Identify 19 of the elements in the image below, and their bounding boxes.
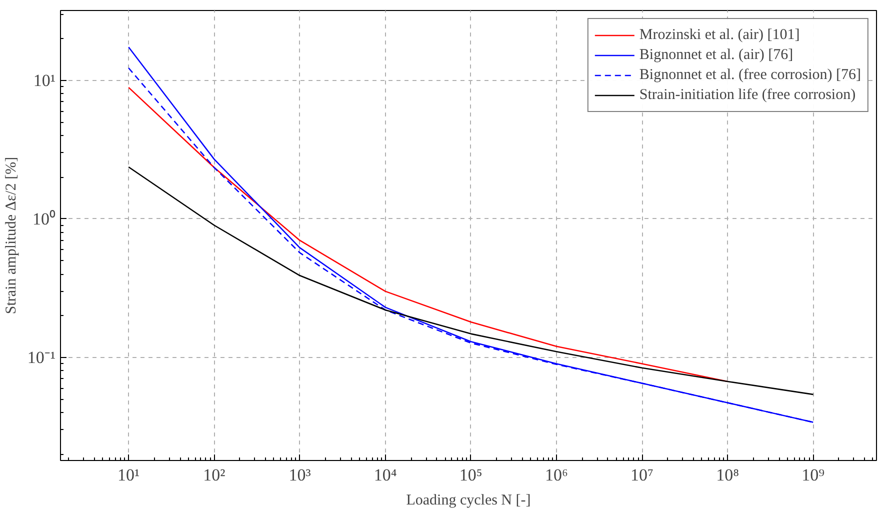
- legend-label: Bignonnet et al. (air) [76]: [639, 46, 794, 64]
- x-tick-label: 10⁸: [716, 466, 740, 484]
- x-tick-label: 10⁹: [802, 466, 825, 484]
- line-series: [128, 166, 814, 396]
- x-tick-label: 10⁷: [630, 466, 654, 484]
- legend-label: Mrozinski et al. (air) [101]: [639, 26, 800, 44]
- x-tick-label: 10³: [288, 466, 311, 484]
- x-tick-label: 10⁵: [459, 466, 482, 484]
- y-axis-title: Strain amplitude Δε/2 [%]: [3, 156, 20, 314]
- legend-label: Bignonnet et al. (free corrosion) [76]: [639, 66, 861, 84]
- y-tick-label: 10⁻¹: [27, 348, 56, 367]
- x-tick-label: 10²: [203, 466, 226, 484]
- y-tick-label: 10⁰: [32, 209, 56, 228]
- x-axis-title: Loading cycles N [-]: [406, 492, 531, 508]
- legend-label: Strain-initiation life (free corrosion): [639, 86, 856, 104]
- x-tick-label: 10⁶: [544, 466, 568, 484]
- x-tick-label: 10¹: [118, 466, 140, 484]
- y-tick-label: 10¹: [33, 70, 56, 90]
- x-tick-label: 10⁴: [374, 466, 397, 484]
